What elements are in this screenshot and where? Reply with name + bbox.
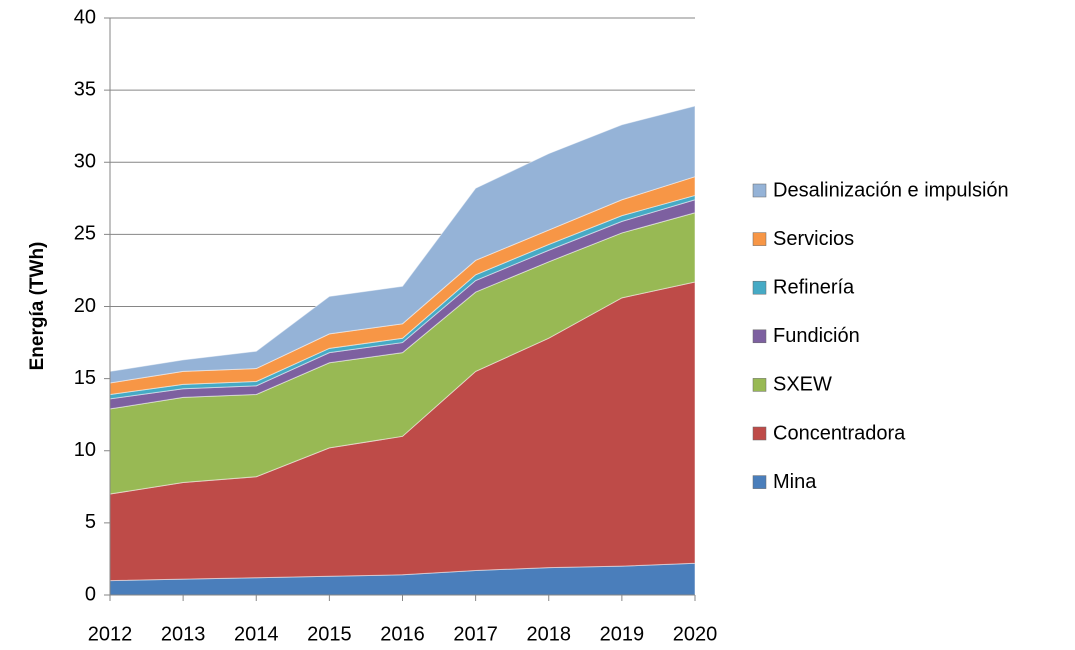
legend-swatch xyxy=(752,426,767,441)
y-tick-label: 5 xyxy=(85,511,96,533)
y-tick-label: 35 xyxy=(74,78,96,100)
y-tick-label: 15 xyxy=(74,367,96,389)
legend-swatch xyxy=(752,280,767,295)
y-tick-label: 20 xyxy=(74,295,96,317)
x-tick-label: 2017 xyxy=(453,623,498,645)
x-tick-label: 2018 xyxy=(527,623,572,645)
y-tick-label: 40 xyxy=(74,6,96,28)
legend-label: Mina xyxy=(773,471,817,493)
y-axis-label: Energía (TWh) xyxy=(27,242,48,371)
legend-label: Desalinización e impulsión xyxy=(773,179,1009,201)
x-tick-label: 2020 xyxy=(673,623,718,645)
legend-label: Refinería xyxy=(773,276,855,298)
legend-label: Concentradora xyxy=(773,422,906,444)
legend-label: Fundición xyxy=(773,325,860,347)
x-tick-label: 2016 xyxy=(380,623,425,645)
y-tick-label: 10 xyxy=(74,439,96,461)
legend-label: Servicios xyxy=(773,228,854,250)
x-tick-label: 2012 xyxy=(88,623,133,645)
x-tick-label: 2013 xyxy=(161,623,206,645)
x-tick-label: 2019 xyxy=(600,623,645,645)
y-tick-label: 30 xyxy=(74,151,96,173)
area xyxy=(109,105,696,384)
legend-swatch xyxy=(752,183,767,198)
legend-swatch xyxy=(752,232,767,246)
legend-label: SXEW xyxy=(773,374,832,396)
legend-swatch xyxy=(752,329,767,344)
legend-swatch xyxy=(752,475,767,489)
y-tick-label: 0 xyxy=(85,583,96,605)
x-tick-label: 2014 xyxy=(234,623,279,645)
y-tick-label: 25 xyxy=(74,223,96,245)
x-tick-label: 2015 xyxy=(307,623,352,645)
legend-swatch xyxy=(752,378,767,392)
